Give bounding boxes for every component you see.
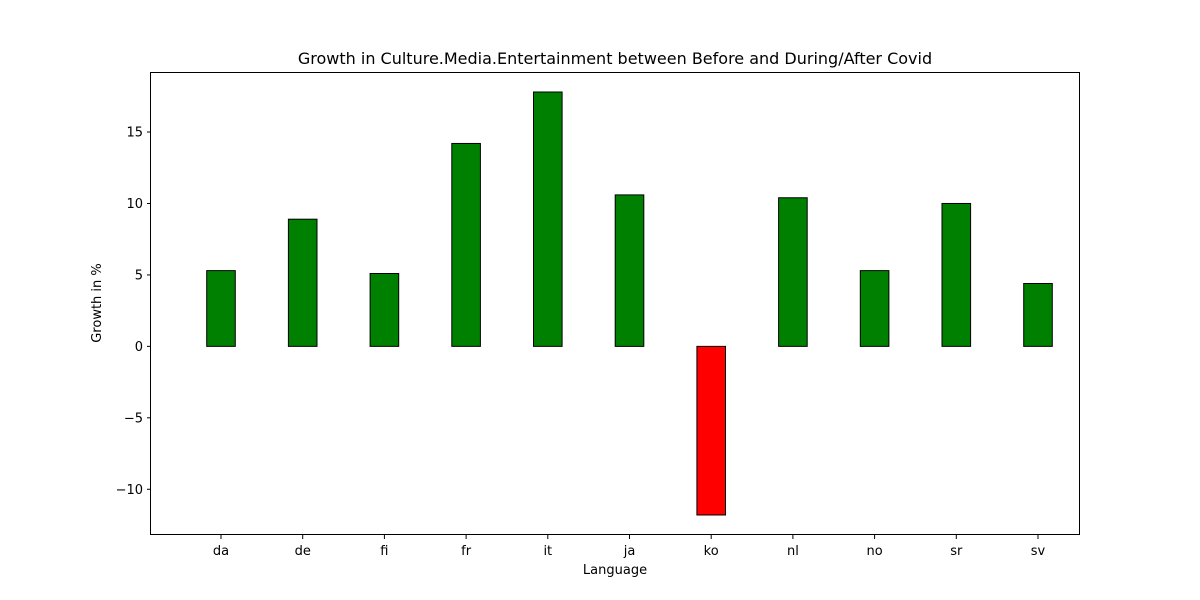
x-axis-label: Language (583, 563, 647, 578)
x-tick-label: sr (950, 544, 963, 559)
x-tick-label: ko (704, 544, 719, 559)
y-tick-label: −10 (116, 483, 143, 498)
x-tick-label: da (213, 544, 229, 559)
x-tick-label: ja (623, 544, 636, 559)
bar-it (533, 91, 563, 347)
y-axis-ticks: −10 −5 0 5 10 15 (116, 126, 151, 498)
y-tick-label: −5 (124, 411, 143, 426)
bar-da (206, 270, 236, 347)
y-tick-label: 5 (135, 268, 143, 283)
x-tick-label: nl (787, 544, 799, 559)
y-tick-label: 0 (135, 340, 143, 355)
bar-ja (614, 194, 645, 347)
plot-frame (150, 72, 1080, 535)
y-tick-label: 15 (126, 126, 143, 141)
bar-de (287, 218, 318, 347)
x-tick-label: no (866, 544, 882, 559)
bars-group (206, 91, 1053, 516)
bar-nl (778, 197, 808, 347)
x-tick-label: it (543, 544, 552, 559)
x-tick-label: de (295, 544, 311, 559)
x-tick-label: fi (380, 544, 388, 559)
x-tick-label: sv (1031, 544, 1046, 559)
chart-title: Growth in Culture.Media.Entertainment be… (298, 49, 932, 68)
bar-sr (941, 202, 972, 347)
bar-no (859, 270, 890, 347)
y-tick-label: 10 (126, 197, 143, 212)
bar-fi (369, 272, 400, 347)
y-axis-label: Growth in % (90, 263, 105, 343)
bar-sv (1023, 282, 1053, 347)
x-axis-ticks: da de fi fr it ja ko nl no sr sv (213, 535, 1046, 559)
bar-ko (696, 345, 727, 516)
bar-fr (451, 142, 481, 347)
x-tick-label: fr (461, 544, 472, 559)
